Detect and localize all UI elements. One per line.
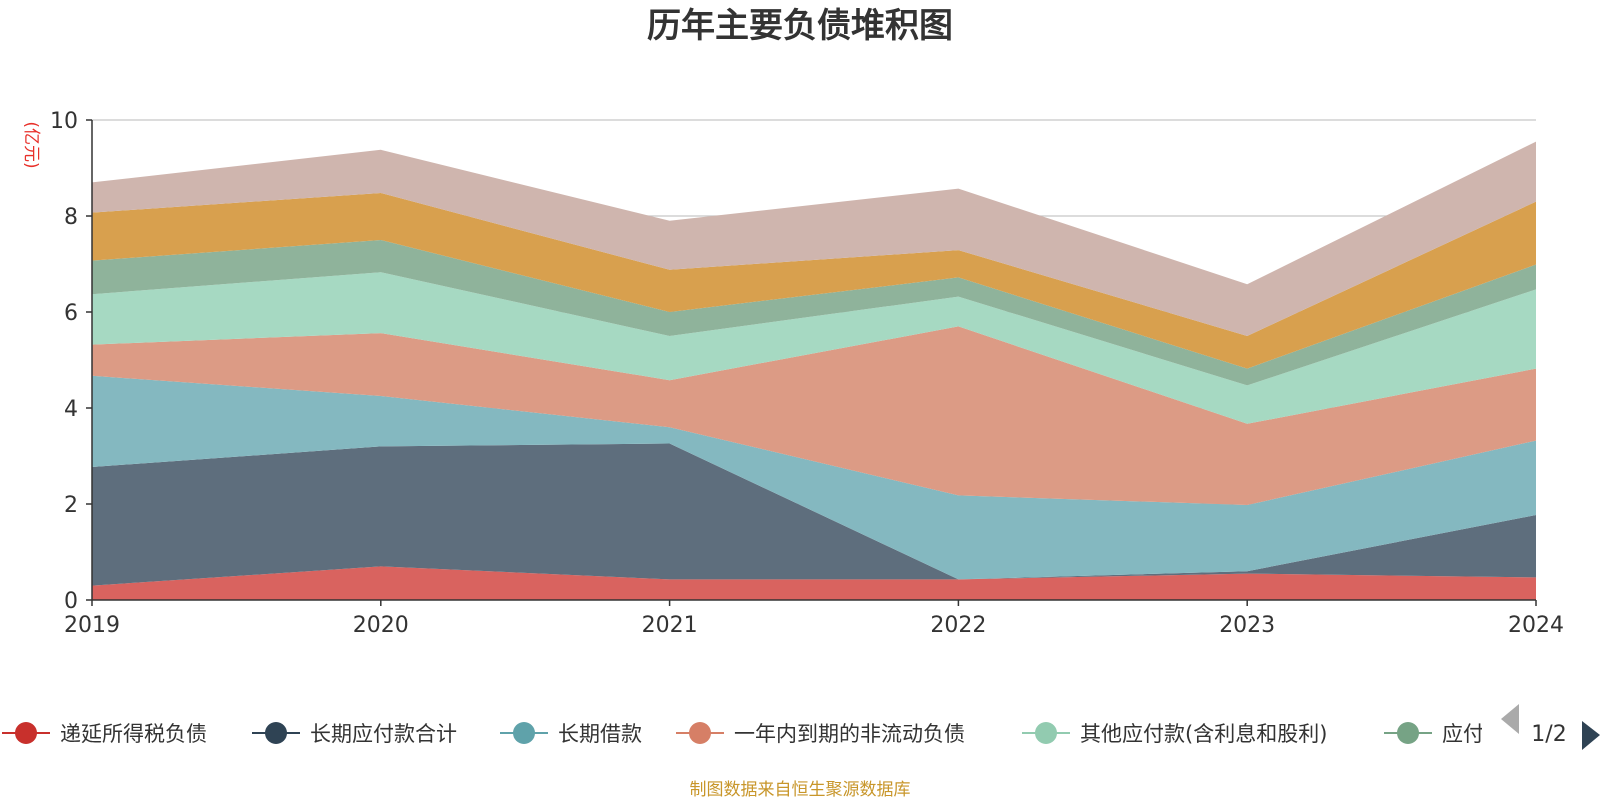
legend-label: 长期借款 [558, 722, 642, 746]
legend-page-indicator: 1/2 [1531, 722, 1566, 747]
area-series-1 [92, 566, 1536, 600]
legend-label: 长期应付款合计 [310, 722, 457, 746]
area-series-group [92, 141, 1536, 600]
legend-item[interactable]: 应付 [1384, 722, 1484, 746]
y-tick-label: 10 [50, 109, 78, 134]
x-tick-label: 2019 [64, 613, 120, 638]
y-tick-label: 6 [64, 301, 78, 326]
area-series-5 [92, 272, 1536, 424]
area-series-8 [92, 141, 1536, 336]
legend-circle-marker [265, 722, 287, 744]
legend-circle-marker [513, 722, 535, 744]
area-series-2 [92, 443, 1536, 586]
legend-circle-marker [689, 722, 711, 744]
y-tick-label: 2 [64, 493, 78, 518]
legend-circle-marker [1397, 722, 1419, 744]
chart-title: 历年主要负债堆积图 [647, 6, 953, 46]
legend-label: 递延所得税负债 [60, 722, 207, 746]
y-tick-label: 4 [64, 397, 78, 422]
legend-item[interactable]: 长期应付款合计 [252, 722, 457, 746]
legend-label: 一年内到期的非流动负债 [734, 722, 965, 746]
area-series-7 [92, 193, 1536, 369]
axes: 0 2 4 6 8 10 2019 2020 2021 2022 2023 2024 [50, 109, 1564, 638]
x-tick-label: 2023 [1219, 613, 1275, 638]
legend-circle-marker [1035, 722, 1057, 744]
x-tick-label: 2021 [642, 613, 698, 638]
area-series-6 [92, 240, 1536, 386]
legend-items: 递延所得税负债 长期应付款合计 长期借款 一年内到期的非流动负债 其他应付款(含利息和股… [2, 722, 1484, 746]
x-tick-label: 2020 [353, 613, 409, 638]
data-source-note: 制图数据来自恒生聚源数据库 [690, 780, 911, 800]
area-series-4 [92, 326, 1536, 505]
legend-circle-marker [15, 722, 37, 744]
legend-item[interactable]: 递延所得税负债 [2, 722, 207, 746]
legend-item[interactable]: 一年内到期的非流动负债 [676, 722, 965, 746]
legend-label: 应付 [1442, 722, 1484, 746]
legend-item[interactable]: 长期借款 [500, 722, 642, 746]
legend-label: 其他应付款(含利息和股利) [1080, 722, 1327, 746]
legend-item[interactable]: 其他应付款(含利息和股利) [1022, 722, 1327, 746]
x-tick-label: 2022 [930, 613, 986, 638]
legend-next-page-icon[interactable] [1582, 721, 1600, 750]
legend-pager: 1/2 [1501, 704, 1600, 750]
legend: 递延所得税负债 长期应付款合计 长期借款 一年内到期的非流动负债 其他应付款(含利息和股… [2, 722, 1484, 746]
x-tick-label: 2024 [1508, 613, 1564, 638]
y-axis-unit-label: (亿元) [21, 121, 41, 168]
y-tick-label: 0 [64, 589, 78, 614]
area-series-3 [92, 375, 1536, 580]
y-tick-label: 8 [64, 205, 78, 230]
legend-prev-page-icon[interactable] [1501, 704, 1519, 734]
